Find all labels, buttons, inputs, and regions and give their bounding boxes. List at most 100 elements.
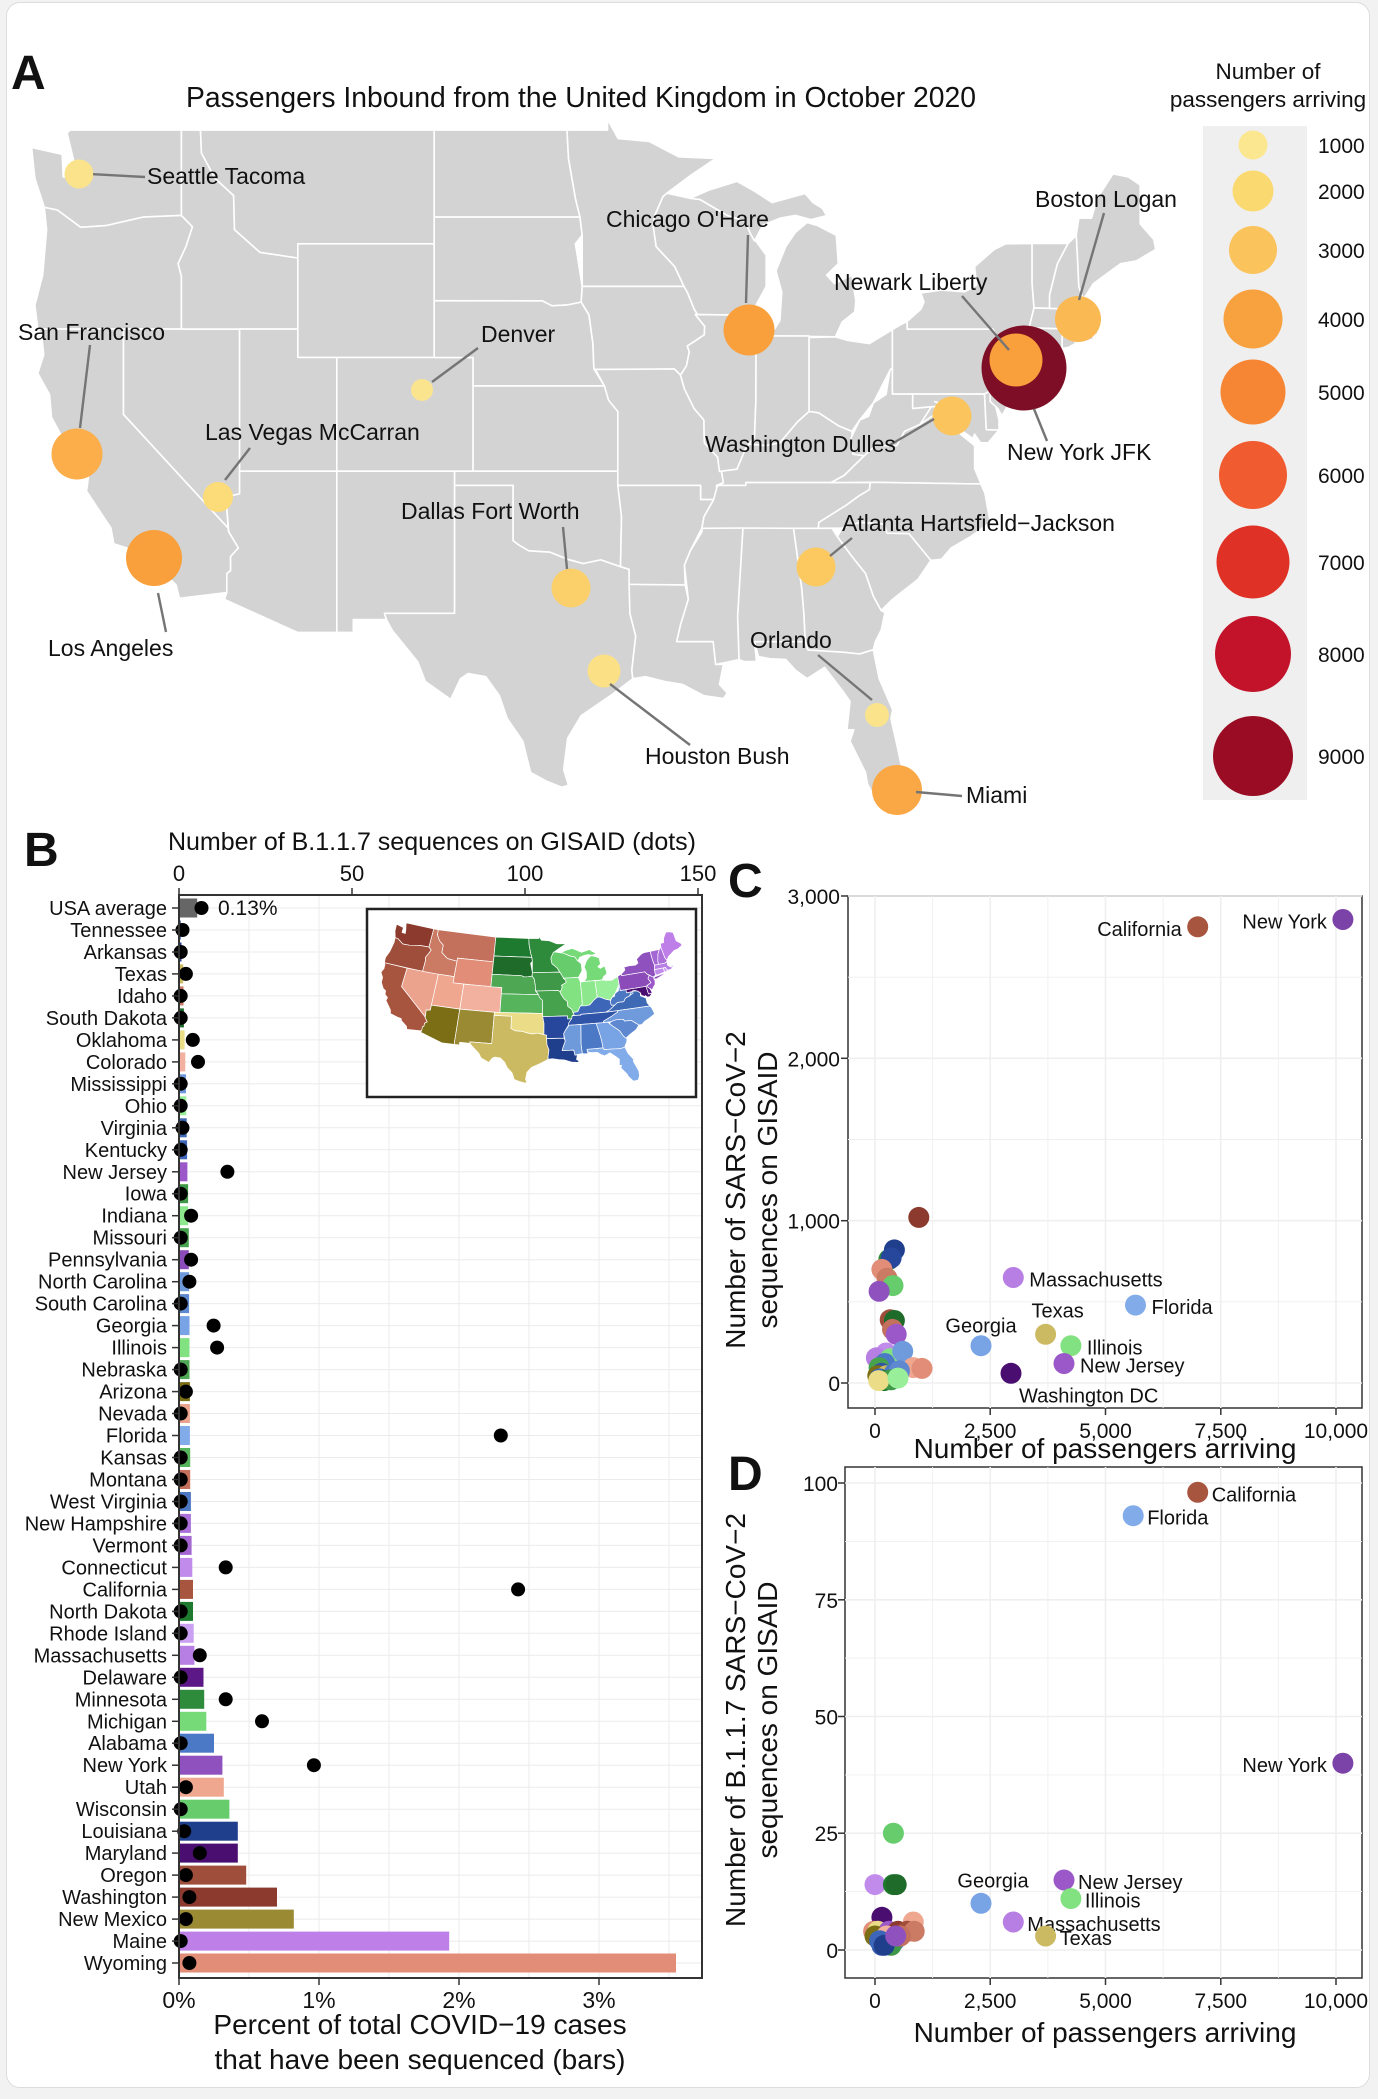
svg-text:Miami: Miami (966, 782, 1027, 808)
svg-text:Nebraska: Nebraska (81, 1360, 167, 1382)
svg-text:Kentucky: Kentucky (85, 1140, 167, 1162)
svg-text:Massachusetts: Massachusetts (1027, 1914, 1160, 1936)
svg-text:Los Angeles: Los Angeles (48, 635, 173, 661)
svg-text:100: 100 (803, 1473, 838, 1496)
svg-text:Washington Dulles: Washington Dulles (705, 431, 896, 457)
svg-text:50: 50 (340, 861, 364, 886)
svg-text:sequences on GISAID: sequences on GISAID (752, 1051, 783, 1328)
svg-text:Number of B.1.1.7 SARS−CoV−2: Number of B.1.1.7 SARS−CoV−2 (720, 1513, 751, 1927)
svg-text:New York: New York (1242, 1755, 1327, 1777)
svg-text:3,000: 3,000 (787, 886, 840, 909)
svg-text:New Jersey: New Jersey (1078, 1872, 1182, 1894)
svg-text:California: California (83, 1579, 168, 1601)
svg-text:Missouri: Missouri (93, 1228, 167, 1250)
svg-text:5000: 5000 (1318, 382, 1365, 405)
svg-text:Florida: Florida (1147, 1508, 1209, 1530)
svg-text:Iowa: Iowa (125, 1184, 168, 1206)
svg-text:10,000: 10,000 (1304, 1990, 1368, 2013)
svg-text:Maryland: Maryland (85, 1843, 167, 1865)
svg-text:4000: 4000 (1318, 309, 1365, 332)
svg-text:New York JFK: New York JFK (1007, 439, 1152, 465)
svg-text:7,500: 7,500 (1195, 1990, 1248, 2013)
svg-text:Illinois: Illinois (111, 1338, 167, 1360)
svg-text:0: 0 (828, 1373, 840, 1396)
svg-text:Illinois: Illinois (1085, 1891, 1141, 1913)
svg-text:6000: 6000 (1318, 465, 1365, 488)
svg-text:0: 0 (826, 1940, 838, 1963)
svg-text:B: B (24, 824, 59, 877)
svg-text:Percent of total COVID−19 case: Percent of total COVID−19 cases (213, 2009, 626, 2040)
svg-text:New York: New York (83, 1755, 168, 1777)
svg-text:9000: 9000 (1318, 746, 1365, 769)
svg-text:South Dakota: South Dakota (46, 1008, 168, 1030)
svg-text:Massachusetts: Massachusetts (34, 1645, 167, 1667)
svg-text:New Mexico: New Mexico (58, 1909, 167, 1931)
svg-text:Wisconsin: Wisconsin (76, 1799, 167, 1821)
svg-text:Alabama: Alabama (88, 1733, 168, 1755)
svg-text:New Jersey: New Jersey (1080, 1356, 1184, 1378)
svg-text:California: California (1212, 1484, 1297, 1506)
svg-text:Washington DC: Washington DC (1019, 1385, 1158, 1407)
svg-text:Chicago O'Hare: Chicago O'Hare (606, 206, 769, 232)
svg-text:7,500: 7,500 (1195, 1420, 1248, 1443)
svg-text:North Carolina: North Carolina (38, 1272, 168, 1294)
svg-text:Nevada: Nevada (98, 1404, 168, 1426)
svg-text:sequences on GISAID: sequences on GISAID (752, 1581, 783, 1858)
svg-text:Massachusetts: Massachusetts (1029, 1270, 1162, 1292)
svg-text:Indiana: Indiana (101, 1206, 167, 1228)
svg-text:Houston Bush: Houston Bush (645, 743, 789, 769)
svg-text:Minnesota: Minnesota (75, 1689, 168, 1711)
svg-text:Number of passengers arriving: Number of passengers arriving (914, 2017, 1297, 2048)
svg-text:Florida: Florida (1152, 1297, 1214, 1319)
svg-text:8000: 8000 (1318, 644, 1365, 667)
svg-text:2%: 2% (442, 1987, 475, 2013)
svg-text:Connecticut: Connecticut (61, 1557, 167, 1579)
svg-text:Orlando: Orlando (750, 627, 832, 653)
svg-text:North Dakota: North Dakota (49, 1601, 168, 1623)
svg-text:1,000: 1,000 (787, 1211, 840, 1234)
svg-text:0: 0 (869, 1420, 881, 1443)
svg-text:Passengers Inbound from the Un: Passengers Inbound from the United Kingd… (186, 82, 976, 114)
svg-text:New Jersey: New Jersey (63, 1162, 167, 1184)
svg-text:Wyoming: Wyoming (84, 1953, 167, 1975)
svg-text:1000: 1000 (1318, 135, 1365, 158)
svg-text:Florida: Florida (106, 1426, 168, 1448)
svg-text:Ohio: Ohio (125, 1096, 167, 1118)
svg-text:Louisiana: Louisiana (81, 1821, 168, 1843)
svg-text:Georgia: Georgia (96, 1316, 168, 1338)
svg-text:Arkansas: Arkansas (84, 942, 167, 964)
svg-text:West Virginia: West Virginia (50, 1492, 168, 1514)
svg-text:1%: 1% (302, 1987, 335, 2013)
svg-text:Denver: Denver (481, 321, 555, 347)
svg-text:Pennsylvania: Pennsylvania (48, 1250, 168, 1272)
svg-text:2,000: 2,000 (787, 1048, 840, 1071)
svg-text:Arizona: Arizona (99, 1382, 168, 1404)
svg-text:3000: 3000 (1318, 240, 1365, 263)
svg-text:passengers arriving: passengers arriving (1170, 87, 1366, 112)
svg-text:Virginia: Virginia (101, 1118, 168, 1140)
svg-text:Washington: Washington (62, 1887, 167, 1909)
svg-text:0: 0 (869, 1990, 881, 2013)
svg-text:Rhode Island: Rhode Island (49, 1623, 167, 1645)
svg-text:2,500: 2,500 (964, 1990, 1017, 2013)
svg-text:Oklahoma: Oklahoma (76, 1030, 168, 1052)
svg-text:California: California (1097, 919, 1182, 941)
svg-text:Maine: Maine (113, 1931, 167, 1953)
svg-text:Boston Logan: Boston Logan (1035, 186, 1177, 212)
svg-text:0%: 0% (162, 1987, 195, 2013)
svg-text:2,500: 2,500 (964, 1420, 1017, 1443)
svg-text:Number of: Number of (1215, 59, 1321, 84)
svg-text:25: 25 (815, 1823, 838, 1846)
svg-text:Texas: Texas (1060, 1928, 1112, 1950)
svg-text:Kansas: Kansas (100, 1448, 167, 1470)
svg-text:Georgia: Georgia (957, 1870, 1029, 1892)
svg-text:0: 0 (173, 861, 185, 886)
svg-text:Mississippi: Mississippi (70, 1074, 167, 1096)
svg-text:Number of B.1.1.7 sequences on: Number of B.1.1.7 sequences on GISAID (d… (168, 828, 696, 856)
svg-text:150: 150 (680, 861, 717, 886)
svg-text:Illinois: Illinois (1087, 1338, 1143, 1360)
svg-text:0.13%: 0.13% (218, 897, 278, 920)
svg-text:Texas: Texas (115, 964, 167, 986)
svg-text:Texas: Texas (1031, 1300, 1083, 1322)
svg-text:Michigan: Michigan (87, 1711, 167, 1733)
